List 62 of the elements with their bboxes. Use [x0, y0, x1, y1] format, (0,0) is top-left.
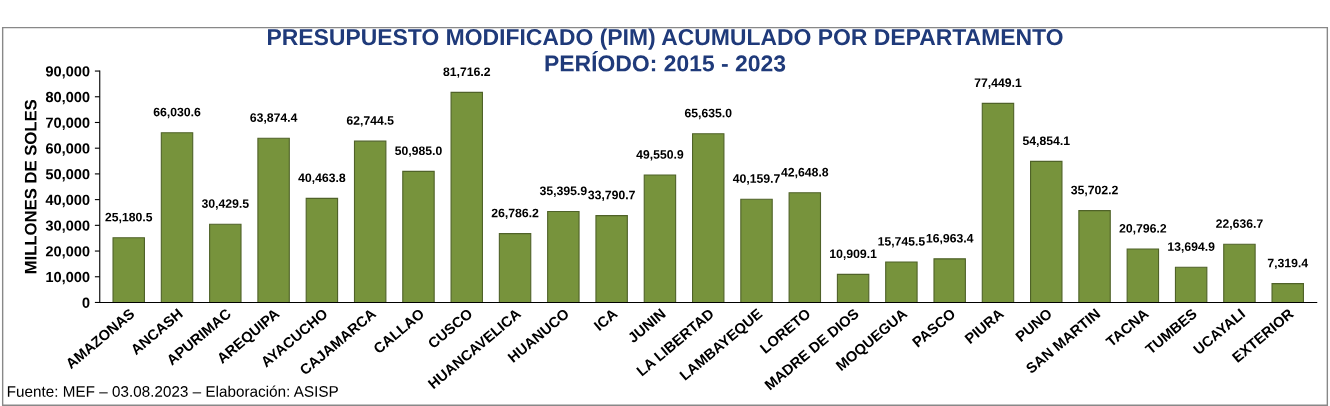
bar — [305, 197, 339, 303]
bar — [1078, 210, 1111, 303]
data-label: 66,030.6 — [153, 107, 201, 119]
bar — [402, 170, 435, 303]
data-label: 62,744.5 — [346, 116, 394, 127]
y-tick-label: 80,000 — [45, 91, 90, 105]
data-label: 40,463.8 — [298, 173, 346, 184]
bar — [740, 198, 773, 303]
data-label: 10,909.1 — [830, 249, 877, 260]
data-label: 15,745.5 — [878, 237, 925, 248]
bar — [112, 237, 145, 303]
data-label: 22,636.7 — [1216, 219, 1263, 230]
bar — [885, 261, 918, 303]
bar — [353, 140, 387, 303]
bar — [836, 273, 870, 303]
data-label: 16,963.4 — [926, 233, 974, 245]
data-label: 20,796.2 — [1119, 224, 1167, 235]
data-label: 50,985.0 — [395, 146, 442, 157]
data-label: 65,635.0 — [684, 108, 732, 120]
bar — [1223, 243, 1256, 303]
bar — [643, 174, 677, 303]
x-tick-label: ICA — [593, 307, 619, 332]
y-tick-label: 30,000 — [45, 220, 90, 233]
data-label: 26,786.2 — [491, 208, 539, 220]
bar — [1030, 160, 1063, 303]
bar — [498, 233, 532, 303]
data-label: 42,648.8 — [781, 167, 829, 179]
data-label: 54,854.1 — [1022, 136, 1070, 147]
y-tick-label: 90,000 — [45, 66, 90, 79]
data-label: 13,694.9 — [1168, 242, 1215, 253]
bar — [788, 192, 822, 303]
bar — [981, 102, 1015, 303]
data-label: 25,180.5 — [105, 212, 153, 224]
data-label: 35,702.2 — [1071, 185, 1118, 197]
bar — [257, 137, 290, 303]
bar — [450, 91, 484, 303]
bar — [933, 258, 966, 303]
bar — [1174, 266, 1208, 303]
data-label: 40,159.7 — [732, 174, 780, 185]
data-label: 35,395.9 — [539, 186, 587, 197]
y-tick-label: 20,000 — [45, 246, 90, 259]
y-tick-label: 70,000 — [46, 117, 90, 131]
bar — [547, 210, 580, 303]
y-tick-label: 40,000 — [45, 194, 90, 208]
bar — [209, 223, 242, 303]
y-tick-label: 60,000 — [45, 143, 90, 156]
data-label: 49,550.9 — [636, 150, 684, 161]
data-label: 7,319.4 — [1267, 258, 1309, 270]
y-tick-label: 10,000 — [46, 271, 90, 285]
bar — [691, 133, 725, 303]
data-label: 63,874.4 — [250, 113, 298, 124]
data-label: 30,429.5 — [201, 199, 249, 210]
bar — [1271, 283, 1304, 303]
data-label: 77,449.1 — [974, 78, 1022, 89]
bar — [160, 132, 194, 303]
y-tick-label: 0 — [82, 297, 90, 308]
bar — [1126, 248, 1160, 303]
y-tick-label: 50,000 — [45, 169, 90, 182]
source-note: Fuente: MEF – 03.08.2023 – Elaboración: ASISP — [7, 385, 338, 397]
y-axis-title: MILLONES DE SOLES — [24, 99, 37, 274]
data-label: 33,790.7 — [588, 190, 635, 202]
bar — [595, 215, 628, 303]
